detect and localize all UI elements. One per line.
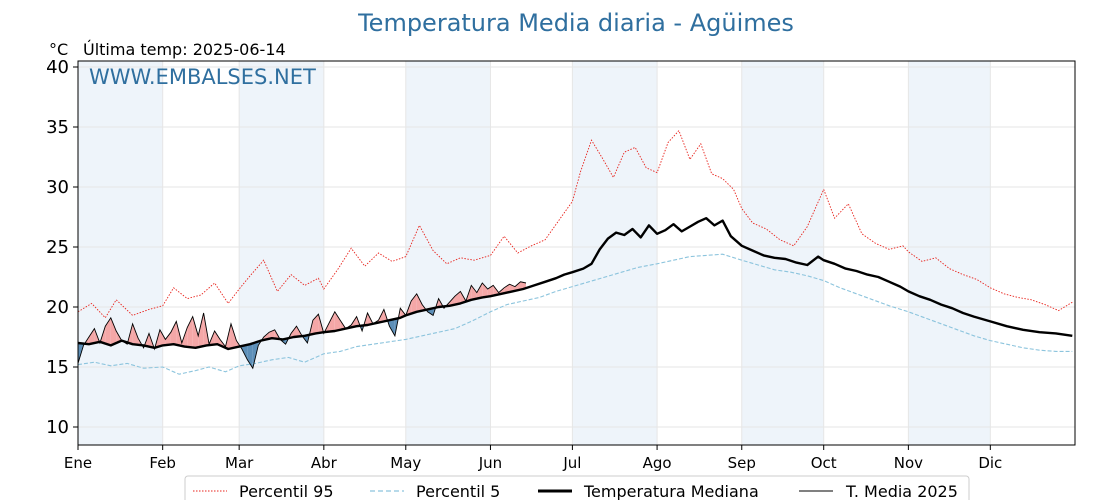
month-band <box>78 61 163 445</box>
anomaly-fill <box>389 319 395 336</box>
anomaly-fill <box>110 317 117 346</box>
month-band <box>741 61 824 445</box>
x-tick-label: Ene <box>64 454 92 472</box>
anomaly-fill <box>334 311 341 331</box>
anomaly-fill <box>187 316 193 348</box>
x-tick-label: May <box>390 454 421 472</box>
y-tick-label: 30 <box>46 177 69 198</box>
legend: Percentil 95 Percentil 5 Temperatura Med… <box>184 475 970 500</box>
x-tick-label: Nov <box>894 454 923 472</box>
anomaly-fill <box>192 316 199 348</box>
month-band <box>572 61 658 445</box>
plot-frame <box>77 60 1076 446</box>
x-tick-label: Dic <box>978 454 1002 472</box>
anomaly-fill <box>329 311 335 332</box>
series-line-p5 <box>77 253 1073 375</box>
month-bands <box>78 61 991 445</box>
anomaly-fill <box>170 321 177 345</box>
anomaly-fill <box>515 281 521 291</box>
anomaly-fill <box>159 329 166 347</box>
y-axis-ticks: 10 15 20 25 30 35 40 <box>46 57 78 438</box>
anomaly-fill <box>247 343 253 369</box>
anomaly-fill <box>230 323 237 349</box>
anomaly-fill <box>504 284 510 294</box>
anomaly-fill <box>493 285 499 296</box>
x-tick-label: Abr <box>311 454 338 472</box>
anomaly-fill <box>482 283 488 298</box>
anomaly-fill <box>454 291 461 305</box>
anomaly-fills <box>78 281 526 369</box>
y-tick-label: 35 <box>46 117 69 138</box>
series-lines <box>77 129 1073 375</box>
anomaly-fill <box>291 326 297 338</box>
y-tick-label: 15 <box>46 357 69 378</box>
legend-label-p95: Percentil 95 <box>239 482 334 500</box>
series-line-current <box>77 281 527 370</box>
month-band <box>405 61 491 445</box>
anomaly-fill <box>165 332 171 346</box>
watermark: WWW.EMBALSES.NET <box>89 65 316 89</box>
grid-lines <box>77 61 1075 445</box>
last-temp-label: Última temp: 2025-06-14 <box>83 40 286 59</box>
x-tick-label: Jun <box>478 454 502 472</box>
anomaly-fill <box>132 323 139 345</box>
x-axis-ticks: Ene Feb Mar Abr May Jun Jul Ago Sep Oct Nov Dic <box>64 445 1002 472</box>
legend-label-median: Temperatura Mediana <box>583 482 759 500</box>
month-band <box>239 61 324 445</box>
legend-label-p5: Percentil 5 <box>416 482 500 500</box>
anomaly-fill <box>88 328 95 345</box>
x-tick-label: Feb <box>149 454 176 472</box>
y-tick-label: 20 <box>46 297 69 318</box>
x-tick-label: Jul <box>562 454 581 472</box>
legend-box <box>184 475 970 500</box>
x-tick-label: Sep <box>728 454 756 472</box>
series-line-p95 <box>77 129 1073 319</box>
anomaly-fill <box>411 293 417 314</box>
unit-label: °C <box>49 40 68 59</box>
anomaly-fill <box>198 313 204 348</box>
series-line-median <box>77 217 1073 351</box>
y-tick-label: 10 <box>46 417 69 438</box>
x-tick-label: Ago <box>643 454 672 472</box>
month-band <box>908 61 991 445</box>
anomaly-fill <box>476 283 483 299</box>
anomaly-fill <box>214 331 221 346</box>
anomaly-fill <box>471 285 477 300</box>
y-tick-label: 40 <box>46 57 69 78</box>
x-tick-label: Mar <box>225 454 254 472</box>
chart-title: Temperatura Media diaria - Agüimes <box>357 9 794 37</box>
x-tick-label: Oct <box>811 454 837 472</box>
anomaly-fill <box>449 296 455 306</box>
anomaly-fill <box>416 293 423 312</box>
legend-label-current: T. Media 2025 <box>845 482 958 500</box>
y-tick-label: 25 <box>46 237 69 258</box>
